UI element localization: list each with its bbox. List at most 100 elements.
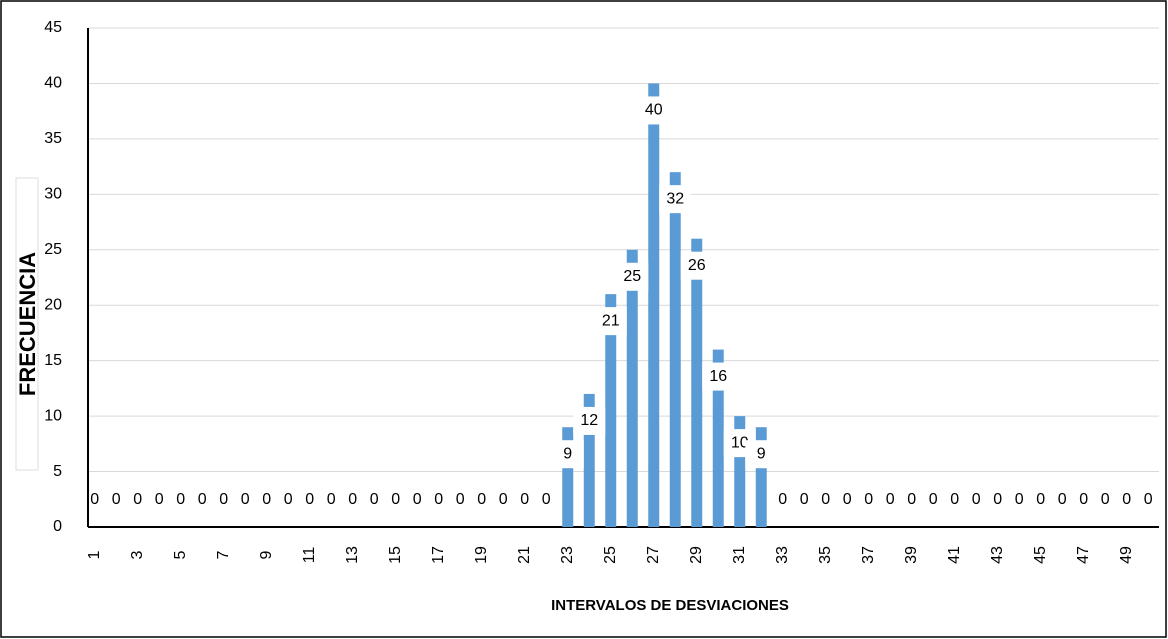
data-label: 0 [929, 491, 938, 508]
y-tick-label: 15 [44, 352, 62, 369]
data-label: 0 [778, 491, 787, 508]
bar [583, 393, 595, 527]
x-tick-label: 5 [172, 550, 189, 559]
x-tick-label: 39 [903, 546, 920, 564]
y-tick-label: 0 [53, 518, 62, 535]
x-tick-label: 49 [1118, 546, 1135, 564]
y-axis-title-box [15, 177, 39, 471]
data-label: 0 [241, 491, 250, 508]
data-label: 10 [731, 434, 749, 451]
x-tick-label: 15 [387, 546, 404, 564]
bar [712, 349, 724, 527]
data-label: 0 [1058, 491, 1067, 508]
y-tick-label: 35 [44, 130, 62, 147]
y-axis-title: FRECUENCIA [15, 252, 40, 396]
x-tick-label: 33 [774, 546, 791, 564]
x-tick-label: 23 [559, 546, 576, 564]
x-tick-label: 11 [301, 547, 318, 564]
data-label: 0 [327, 491, 336, 508]
x-tick-label: 3 [129, 550, 146, 559]
x-tick-label: 27 [645, 546, 662, 564]
x-tick-label: 31 [731, 546, 748, 564]
data-label: 0 [284, 491, 293, 508]
data-label-box [573, 406, 606, 435]
data-label-box [551, 440, 584, 469]
x-tick-label: 17 [430, 546, 447, 564]
data-label: 0 [907, 491, 916, 508]
data-label: 0 [1079, 491, 1088, 508]
data-label: 0 [1122, 491, 1131, 508]
data-label: 0 [972, 491, 981, 508]
data-label-box [702, 362, 735, 391]
data-label: 0 [262, 491, 271, 508]
data-label-box [680, 251, 713, 280]
y-tick-label: 5 [53, 463, 62, 480]
bar [734, 416, 746, 527]
bar [691, 238, 703, 527]
y-tick-label: 45 [44, 19, 62, 36]
data-label: 0 [542, 491, 551, 508]
x-axis-title: INTERVALOS DE DESVIACIONES [551, 597, 789, 614]
x-tick-label: 37 [860, 546, 877, 564]
data-label: 26 [688, 257, 706, 274]
x-tick-label: 35 [817, 546, 834, 564]
data-label: 0 [886, 491, 895, 508]
bar [648, 83, 660, 527]
y-tick-label: 25 [44, 241, 62, 258]
data-label: 0 [112, 491, 121, 508]
data-label: 0 [305, 491, 314, 508]
x-tick-label: 43 [989, 546, 1006, 564]
data-label: 0 [864, 491, 873, 508]
data-label-box [637, 96, 670, 125]
data-label: 25 [623, 268, 641, 285]
data-label: 0 [1101, 491, 1110, 508]
x-tick-label: 9 [258, 550, 275, 559]
data-label: 12 [580, 412, 598, 429]
x-tick-label: 7 [215, 550, 232, 559]
data-label: 0 [1036, 491, 1045, 508]
bar [669, 172, 681, 527]
data-label: 0 [198, 491, 207, 508]
data-label: 0 [370, 491, 379, 508]
data-label: 0 [456, 491, 465, 508]
data-label: 0 [821, 491, 830, 508]
data-label: 0 [950, 491, 959, 508]
data-label: 0 [1144, 491, 1153, 508]
x-tick-label: 41 [946, 546, 963, 564]
data-label: 0 [993, 491, 1002, 508]
data-label: 0 [800, 491, 809, 508]
data-label-box [659, 185, 692, 214]
data-label: 0 [1015, 491, 1024, 508]
data-label: 0 [348, 491, 357, 508]
x-tick-label: 47 [1075, 546, 1092, 564]
data-label: 21 [602, 312, 620, 329]
bar [755, 427, 767, 527]
x-tick-label: 45 [1032, 546, 1049, 564]
y-tick-label: 30 [44, 186, 62, 203]
x-tick-label: 29 [688, 546, 705, 564]
data-label: 0 [434, 491, 443, 508]
x-tick-label: 13 [344, 546, 361, 564]
data-label-box [616, 262, 649, 291]
bar [605, 294, 617, 527]
x-tick-label: 19 [473, 546, 490, 564]
x-tick-label: 25 [602, 546, 619, 564]
data-label: 40 [645, 102, 663, 119]
data-label: 32 [666, 190, 684, 207]
y-tick-label: 10 [44, 407, 62, 424]
data-label: 0 [413, 491, 422, 508]
data-label: 0 [477, 491, 486, 508]
data-label-box [594, 307, 627, 336]
data-label: 0 [219, 491, 228, 508]
x-tick-label: 21 [516, 546, 533, 564]
data-label: 16 [709, 368, 727, 385]
data-label: 0 [843, 491, 852, 508]
data-label: 0 [155, 491, 164, 508]
bar [626, 249, 638, 527]
data-label: 0 [391, 491, 400, 508]
data-label: 0 [133, 491, 142, 508]
data-label: 9 [757, 445, 766, 462]
y-tick-label: 20 [44, 296, 62, 313]
